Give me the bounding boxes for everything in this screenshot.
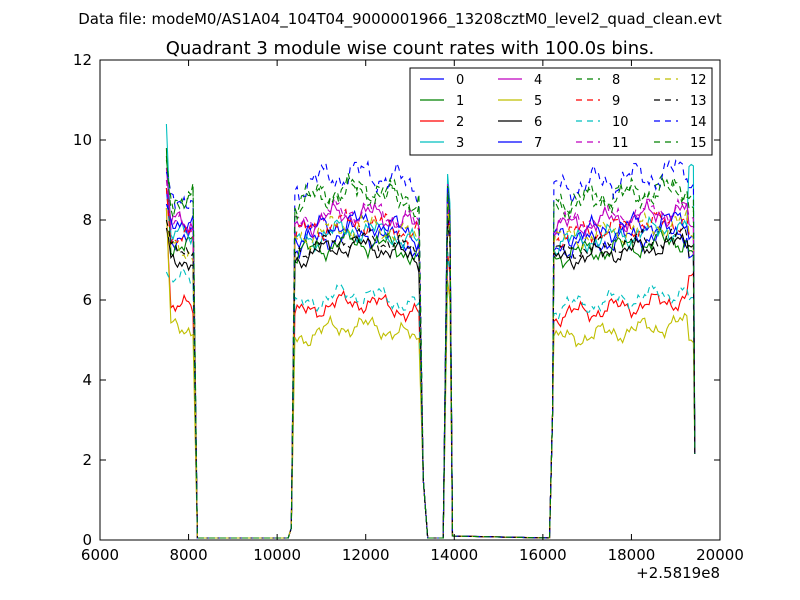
legend-label-12: 12	[690, 73, 707, 88]
y-tick-label: 10	[73, 131, 92, 149]
x-tick-label: 18000	[608, 546, 656, 564]
series-line-9	[165, 187, 696, 539]
chart-suptitle: Data file: modeM0/AS1A04_104T04_90000019…	[78, 10, 722, 29]
y-tick-label: 2	[82, 451, 92, 469]
x-tick-label: 8000	[169, 546, 207, 564]
x-tick-label: 14000	[430, 546, 478, 564]
legend-label-0: 0	[456, 73, 464, 88]
y-tick-label: 4	[82, 371, 92, 389]
y-tick-label: 8	[82, 211, 92, 229]
series-line-12	[165, 203, 696, 539]
series-line-5	[165, 207, 696, 539]
series-line-4	[165, 167, 696, 539]
x-offset-label: +2.5819e8	[636, 564, 720, 582]
y-tick-label: 12	[73, 51, 92, 69]
series-line-6	[165, 211, 696, 539]
legend-label-4: 4	[534, 73, 542, 88]
legend-label-3: 3	[456, 136, 464, 151]
legend-label-11: 11	[612, 136, 629, 151]
legend-label-15: 15	[690, 136, 707, 151]
x-tick-label: 12000	[342, 546, 390, 564]
series-line-3	[165, 123, 696, 539]
axis-ticks: 6000 8000 10000 12000 14000 16000 18000 20000 0 2…	[73, 51, 744, 564]
y-tick-label: 6	[82, 291, 92, 309]
legend-box	[409, 67, 713, 156]
legend-label-2: 2	[456, 115, 464, 130]
legend-label-8: 8	[612, 73, 620, 88]
plot-lines	[165, 123, 696, 539]
series-line-1	[165, 147, 696, 539]
legend-label-14: 14	[690, 115, 707, 130]
series-line-10	[165, 251, 696, 539]
chart-title: Quadrant 3 module wise count rates with …	[166, 38, 655, 59]
legend-label-5: 5	[534, 94, 542, 109]
series-line-13	[165, 219, 696, 539]
y-tick-label: 0	[82, 531, 92, 549]
series-line-8	[165, 155, 696, 539]
x-tick-label: 16000	[519, 546, 567, 564]
x-tick-label: 6000	[81, 546, 119, 564]
legend-label-9: 9	[612, 94, 620, 109]
legend-label-1: 1	[456, 94, 464, 109]
legend-label-10: 10	[612, 115, 629, 130]
legend-label-13: 13	[690, 94, 707, 109]
series-line-2	[165, 207, 696, 539]
legend-label-7: 7	[534, 136, 542, 151]
x-tick-label: 20000	[696, 546, 744, 564]
x-tick-label: 10000	[253, 546, 301, 564]
series-line-15	[165, 159, 696, 539]
legend-label-6: 6	[534, 115, 542, 130]
